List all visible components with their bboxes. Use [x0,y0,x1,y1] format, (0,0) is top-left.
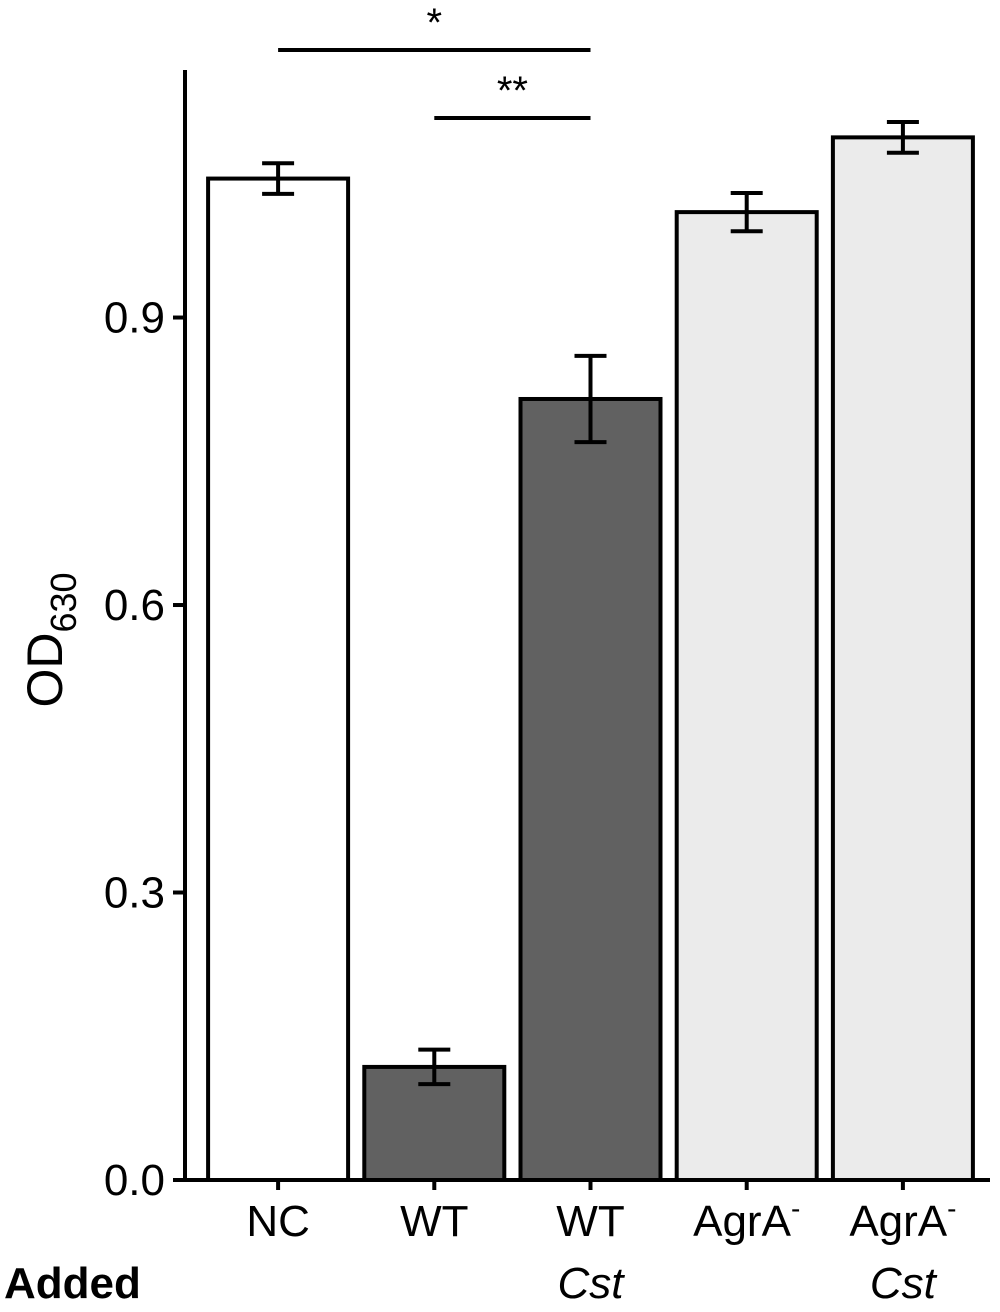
x-tick-label: NC [246,1197,310,1246]
significance-annotations: *** [278,1,591,120]
significance-label: ** [497,69,528,113]
y-axis-label: OD630 [17,572,84,707]
bar [830,135,975,1182]
x-tick-label: AgrA- [849,1193,956,1246]
bar [206,176,351,1183]
error-bars [262,120,919,1087]
x-tick-sublabel: Cst [558,1259,626,1308]
x-tick-label: WT [556,1197,624,1246]
y-tick-label: 0.3 [104,869,165,918]
row-label-added: Added [4,1259,141,1308]
bars [206,135,975,1183]
x-tick-sublabel: Cst [870,1259,938,1308]
x-tick-label: AgrA- [693,1193,800,1246]
axes [173,70,990,1190]
axis-labels: NC WT WT Cst AgrA- AgrA- Cst 0.0 0.3 0.6 0.9 OD630 A… [4,294,956,1308]
y-tick-label: 0.0 [104,1156,165,1205]
y-tick-label: 0.6 [104,581,165,630]
x-tick-label: WT [400,1197,468,1246]
bar [674,210,819,1182]
significance-label: * [427,1,443,45]
bar [518,396,663,1183]
y-tick-label: 0.9 [104,294,165,343]
